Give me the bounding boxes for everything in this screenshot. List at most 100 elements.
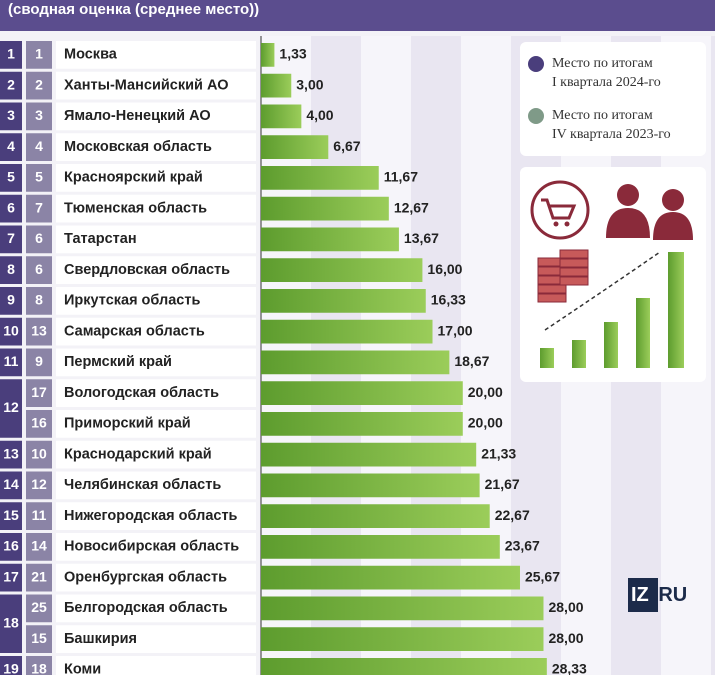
rank-cell [0,348,22,377]
illustration [520,167,706,382]
region-name: Коми [64,662,101,675]
region-name: Татарстан [64,231,137,247]
rank-q1: 3 [7,107,15,123]
name-cell [56,133,256,161]
rank-q1: 4 [7,138,15,154]
rank-cell [26,563,52,592]
bar [261,319,433,344]
bar [261,104,302,129]
bar [261,258,423,282]
region-name: Челябинская область [64,477,221,493]
rank-cell [26,102,52,131]
value-label: 13,67 [404,230,439,246]
rank-cell [26,502,52,530]
region-name: Башкирия [64,631,137,647]
name-cell [56,256,256,284]
rank-cell [26,287,52,315]
rank-cell [0,563,22,592]
bar [261,350,450,375]
rank-cell [0,164,22,192]
value-label: 12,67 [394,199,429,215]
rank-q1: 7 [7,230,15,246]
rank-cell [0,256,22,284]
value-label: 6,67 [333,138,360,154]
rank-q1: 1 [7,46,15,62]
rank-q4: 21 [31,568,47,584]
region-name: Пермский край [64,354,172,370]
name-cell [56,502,256,530]
region-name: Ханты-Мансийский АО [64,77,229,93]
rank-q4: 16 [31,415,47,431]
value-label: 25,67 [525,568,560,584]
value-label: 28,00 [548,599,583,615]
bar [261,596,544,621]
rank-cell [26,625,52,653]
rank-q1: 8 [7,261,15,277]
rank-cell [26,225,52,254]
bar [261,565,520,590]
rank-cell [26,317,52,346]
rank-q4: 7 [35,199,43,215]
legend-box [520,42,706,156]
bar [261,473,480,498]
legend-marker [528,56,544,72]
rank-cell [26,133,52,161]
region-name: Красноярский край [64,170,203,186]
rank-cell [26,471,52,500]
rank-cell [0,317,22,346]
rank-q4: 4 [35,138,43,154]
value-label: 22,67 [495,507,530,523]
bar [261,412,463,436]
value-label: 16,00 [427,261,462,277]
bar [261,381,463,405]
rank-cell [26,533,52,561]
name-cell [56,533,256,561]
bar [261,43,275,67]
bar [261,73,292,98]
rank-q1: 13 [3,445,19,461]
value-label: 1,33 [279,46,306,62]
value-label: 21,67 [485,476,520,492]
value-label: 28,33 [552,661,587,675]
subtitle: (сводная оценка (среднее место)) [8,1,259,18]
name-cell [56,41,256,69]
value-label: 23,67 [505,538,540,554]
rank-q1: 16 [3,538,19,554]
value-label: 28,00 [548,630,583,646]
rank-cell [26,440,52,469]
bar [261,196,389,221]
region-name: Новосибирская область [64,539,239,555]
value-label: 20,00 [468,384,503,400]
bar [261,442,477,467]
name-cell [56,625,256,653]
bar [261,504,490,528]
bar [261,227,399,252]
logo-text: IZ .RU [631,584,687,606]
bar [261,289,426,313]
value-label: 21,33 [481,445,516,461]
rank-cell [0,502,22,530]
rank-cell [0,379,22,438]
name-cell [56,225,256,254]
value-label: 18,67 [454,353,489,369]
rank-q4: 10 [31,445,47,461]
rank-q1: 5 [7,169,15,185]
name-cell [56,471,256,500]
name-cell [56,287,256,315]
rank-cell [0,533,22,561]
name-cell [56,71,256,100]
logo: IZ .RU [628,578,687,612]
rank-q4: 9 [35,353,43,369]
region-name: Краснодарский край [64,446,212,462]
rank-q4: 6 [35,230,43,246]
header-band [0,0,715,31]
rank-cell [26,410,52,438]
bar [261,627,544,651]
region-name: Иркутская область [64,293,200,309]
region-name: Белгородская область [64,600,228,616]
rank-q4: 12 [31,476,47,492]
value-label: 20,00 [468,415,503,431]
rank-q4: 2 [35,76,43,92]
rank-q1: 14 [3,476,19,492]
